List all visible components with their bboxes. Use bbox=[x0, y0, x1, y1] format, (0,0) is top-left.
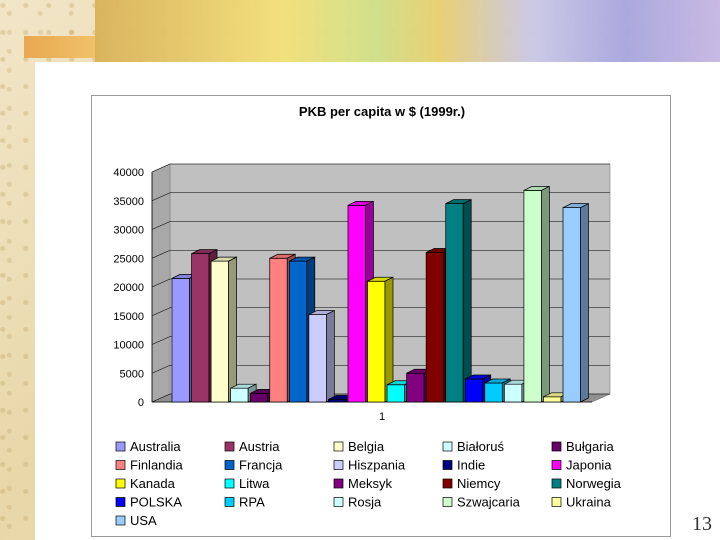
legend-label: Niemcy bbox=[457, 476, 501, 491]
legend-swatch bbox=[224, 478, 235, 489]
legend-swatch bbox=[551, 441, 562, 452]
bar-polska bbox=[464, 378, 484, 403]
legend-swatch bbox=[115, 478, 126, 489]
bar-australia bbox=[171, 278, 190, 403]
bar-francja bbox=[288, 260, 308, 403]
bar-side bbox=[462, 199, 472, 403]
bar-side bbox=[326, 310, 335, 403]
legend-swatch bbox=[551, 460, 562, 470]
legend-label: Japonia bbox=[566, 458, 612, 473]
legend-label: Szwajcaria bbox=[457, 495, 521, 510]
legend-swatch bbox=[224, 497, 235, 507]
y-tick-label: 25000 bbox=[113, 253, 144, 265]
y-tick-label: 15000 bbox=[113, 311, 144, 323]
legend-swatch bbox=[115, 515, 126, 526]
legend-swatch bbox=[333, 478, 344, 489]
legend-label: RPA bbox=[239, 495, 265, 510]
legend-label: Meksyk bbox=[348, 476, 393, 491]
bar-białoruś bbox=[230, 387, 249, 403]
bar-japonia bbox=[347, 204, 366, 403]
bar-hiszpania bbox=[308, 314, 327, 403]
legend-swatch bbox=[442, 497, 453, 507]
legend-label: Bułgaria bbox=[566, 439, 614, 454]
legend-label: Indie bbox=[457, 458, 485, 473]
bar-chart: PKB per capita w $ (1999r.) 0 5000 10000 150… bbox=[113, 104, 622, 528]
bar-rpa bbox=[484, 382, 503, 403]
bar-indie bbox=[328, 399, 347, 403]
chart-frame: PKB per capita w $ (1999r.) 0 5000 10000 150… bbox=[91, 95, 671, 537]
legend-swatch bbox=[551, 478, 562, 489]
legend-label: Norwegia bbox=[566, 476, 622, 491]
bar-meksyk bbox=[406, 372, 425, 403]
bar-usa bbox=[562, 207, 581, 403]
bar-ukraina bbox=[543, 396, 562, 403]
bar-niemcy bbox=[425, 252, 444, 403]
y-tick-label: 30000 bbox=[113, 225, 144, 237]
legend-swatch bbox=[442, 478, 453, 489]
legend-swatch bbox=[333, 497, 344, 507]
bar-side bbox=[580, 203, 589, 403]
legend-label: Litwa bbox=[239, 476, 270, 491]
legend-swatch bbox=[333, 460, 344, 470]
legend-swatch bbox=[115, 460, 126, 470]
legend-label: Hiszpania bbox=[348, 458, 406, 473]
legend-label: Ukraina bbox=[566, 495, 612, 510]
chart-title: PKB per capita w $ (1999r.) bbox=[299, 104, 465, 119]
bar-litwa bbox=[386, 384, 405, 403]
legend-label: POLSKA bbox=[130, 495, 182, 510]
bar-kanada bbox=[367, 280, 386, 403]
legend-swatch bbox=[333, 441, 344, 452]
bar-finlandia bbox=[269, 257, 288, 403]
legend-swatch bbox=[442, 460, 453, 470]
legend-label: Finlandia bbox=[130, 458, 184, 473]
legend-swatch bbox=[115, 441, 126, 452]
legend-label: Belgia bbox=[348, 439, 385, 454]
legend-swatch bbox=[551, 497, 562, 507]
bar-rosja bbox=[504, 383, 523, 403]
legend-label: USA bbox=[130, 513, 157, 528]
legend-label: Białoruś bbox=[457, 439, 504, 454]
y-tick-label: 35000 bbox=[113, 196, 144, 208]
legend-label: Austria bbox=[239, 439, 280, 454]
decorative-banner-left bbox=[24, 36, 100, 58]
bar-side bbox=[541, 185, 550, 403]
legend-swatch bbox=[115, 497, 126, 507]
bar-szwajcaria bbox=[523, 190, 542, 403]
legend-label: Kanada bbox=[130, 476, 176, 491]
decorative-banner bbox=[95, 0, 720, 62]
y-tick-label: 40000 bbox=[113, 167, 144, 179]
bar-side bbox=[228, 256, 237, 403]
gridline bbox=[151, 192, 610, 202]
legend-swatch bbox=[224, 460, 235, 470]
legend-label: Francja bbox=[239, 458, 283, 473]
bar-austria bbox=[191, 253, 210, 403]
slide-number: 13 bbox=[692, 513, 712, 535]
y-tick-label: 0 bbox=[138, 397, 144, 409]
legend-swatch bbox=[224, 441, 235, 452]
x-tick-label: 1 bbox=[379, 411, 385, 423]
bar-belgia bbox=[210, 260, 229, 403]
y-tick-label: 10000 bbox=[113, 340, 144, 352]
y-tick-label: 20000 bbox=[113, 282, 144, 294]
y-tick-label: 5000 bbox=[120, 368, 144, 380]
legend-swatch bbox=[442, 441, 453, 452]
legend-label: Australia bbox=[130, 439, 181, 454]
gridline bbox=[151, 163, 610, 173]
bar-bułgaria bbox=[249, 393, 269, 403]
bar-norwegia bbox=[445, 203, 464, 403]
legend-label: Rosja bbox=[348, 495, 382, 510]
